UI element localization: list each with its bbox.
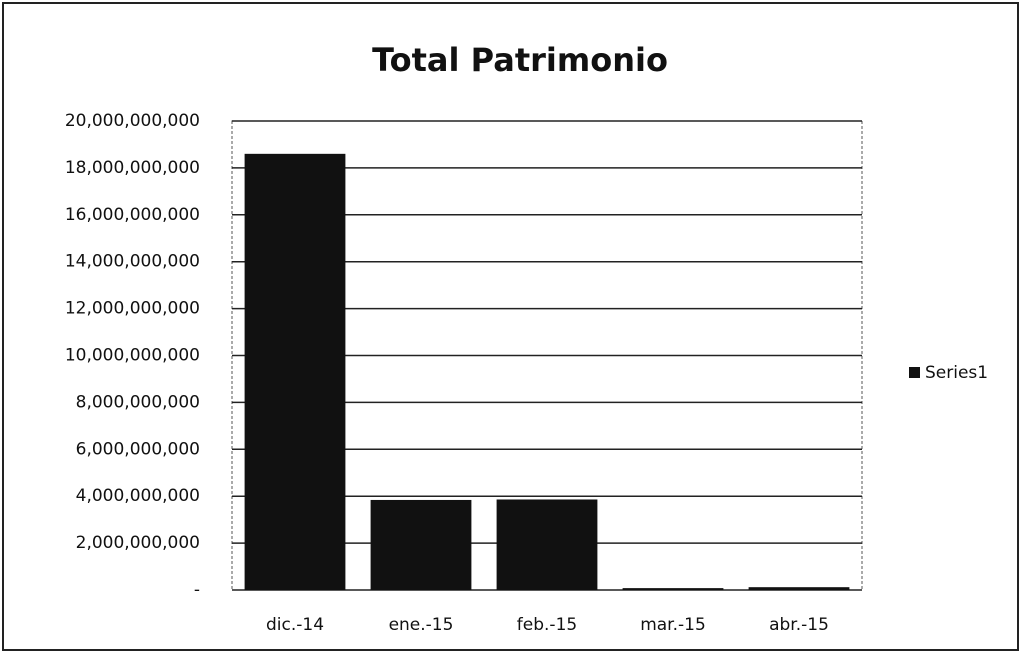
bar bbox=[748, 587, 850, 590]
y-tick-label: - bbox=[194, 580, 200, 600]
x-tick-label: feb.-15 bbox=[517, 615, 577, 635]
y-tick-label: 16,000,000,000 bbox=[65, 205, 200, 225]
bar bbox=[244, 153, 346, 590]
x-tick-label: ene.-15 bbox=[389, 615, 454, 635]
y-tick-label: 2,000,000,000 bbox=[76, 533, 200, 553]
y-tick-label: 20,000,000,000 bbox=[65, 111, 200, 131]
y-tick-label: 10,000,000,000 bbox=[65, 346, 200, 366]
y-tick-label: 12,000,000,000 bbox=[65, 299, 200, 319]
y-tick-label: 14,000,000,000 bbox=[65, 252, 200, 272]
y-tick-label: 18,000,000,000 bbox=[65, 158, 200, 178]
chart-title: Total Patrimonio bbox=[372, 41, 668, 79]
x-tick-label: dic.-14 bbox=[266, 615, 324, 635]
bar bbox=[370, 499, 472, 590]
y-tick-label: 8,000,000,000 bbox=[76, 392, 200, 412]
x-tick-label: abr.-15 bbox=[769, 615, 829, 635]
y-tick-label: 4,000,000,000 bbox=[76, 486, 200, 506]
bar bbox=[496, 499, 598, 590]
y-tick-label: 6,000,000,000 bbox=[76, 439, 200, 459]
bar bbox=[622, 588, 724, 590]
legend-marker bbox=[909, 367, 920, 378]
legend-label: Series1 bbox=[925, 363, 988, 383]
x-tick-label: mar.-15 bbox=[640, 615, 706, 635]
